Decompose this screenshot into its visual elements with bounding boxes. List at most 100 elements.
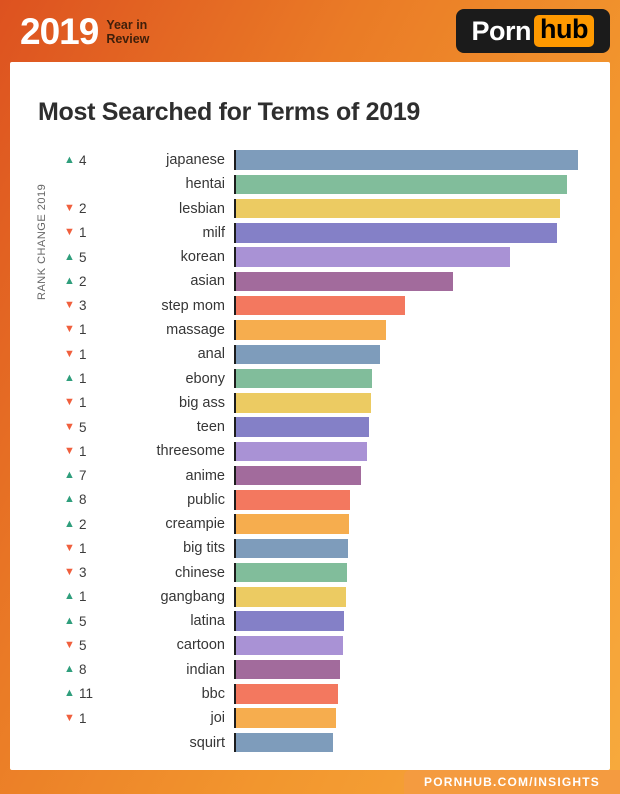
- term-label: bbc: [201, 685, 225, 702]
- rank-change-axis-label: RANK CHANGE 2019: [36, 183, 48, 300]
- term-bar: [236, 271, 453, 292]
- bar-track: [234, 441, 592, 462]
- chart-row: squirt: [64, 730, 592, 754]
- bar-track: [234, 684, 592, 704]
- chart-row: ▲ 8 public: [64, 488, 592, 512]
- chart-row: ▼ 3 chinese: [64, 561, 592, 585]
- rank-change-amount: 8: [79, 492, 87, 508]
- term-label: gangbang: [160, 588, 225, 605]
- rank-change-amount: 1: [79, 710, 87, 726]
- term-bar: [236, 732, 334, 753]
- term-bar: [236, 247, 511, 267]
- chart-row: ▼ 2 lesbian: [64, 197, 592, 221]
- rank-change-arrow-icon: ▲: [64, 153, 75, 166]
- chart-row: ▲ 4 japanese: [64, 148, 592, 172]
- term-bar: [236, 295, 406, 316]
- chart-row: ▲ 8 indian: [64, 658, 592, 682]
- rank-change: ▲ 8: [64, 662, 108, 677]
- rank-change-amount: 5: [79, 249, 87, 265]
- term-bar: [236, 587, 346, 607]
- rank-change: ▼ 1: [64, 347, 108, 362]
- chart-row: ▲ 1 gangbang: [64, 585, 592, 609]
- bar-track: [234, 708, 592, 728]
- bar-track: [234, 538, 592, 559]
- year-in-review-block: 2019 Year in Review: [20, 13, 149, 50]
- term-bar: [236, 393, 372, 413]
- term-label: hentai: [185, 176, 225, 193]
- rank-change-arrow-icon: ▼: [64, 299, 75, 312]
- term-bar: [236, 368, 373, 389]
- rank-change-arrow-icon: ▼: [64, 323, 75, 336]
- chart-row: hentai: [64, 172, 592, 196]
- rank-change: ▲ 5: [64, 250, 108, 265]
- term-label: teen: [196, 419, 225, 436]
- rank-change-arrow-icon: ▼: [64, 711, 75, 724]
- page-title: Most Searched for Terms of 2019: [38, 98, 421, 126]
- rank-change: ▼ 5: [64, 420, 108, 435]
- bar-track: [234, 393, 592, 413]
- chart-row: ▲ 5 latina: [64, 609, 592, 633]
- rank-change-amount: 1: [79, 346, 87, 362]
- bar-track: [234, 368, 592, 389]
- term-label: lesbian: [179, 200, 225, 217]
- term-label: massage: [166, 321, 225, 338]
- term-label: ebony: [185, 370, 225, 387]
- rank-change-amount: 5: [79, 613, 87, 629]
- chart-row: ▼ 1 joi: [64, 706, 592, 730]
- chart-row: ▲ 5 korean: [64, 245, 592, 269]
- chart-row: ▲ 2 creampie: [64, 512, 592, 536]
- rank-change-amount: 1: [79, 540, 87, 556]
- bar-track: [234, 198, 592, 219]
- term-label: milf: [202, 224, 225, 241]
- rank-change-arrow-icon: ▲: [64, 250, 75, 263]
- rank-change: ▼ 1: [64, 444, 108, 459]
- rank-change-amount: 2: [79, 516, 87, 532]
- chart-row: ▲ 1 ebony: [64, 366, 592, 390]
- rank-change: ▲ 8: [64, 492, 108, 507]
- term-bar: [236, 198, 560, 219]
- rank-change-amount: 2: [79, 201, 87, 217]
- term-label: chinese: [175, 564, 225, 581]
- chart-row: ▼ 3 step mom: [64, 294, 592, 318]
- rank-change-amount: 2: [79, 273, 87, 289]
- term-bar: [236, 174, 568, 195]
- term-label: big tits: [183, 540, 225, 557]
- rank-change-arrow-icon: ▲: [64, 687, 75, 700]
- rank-change-arrow-icon: ▲: [64, 469, 75, 482]
- rank-change-arrow-icon: ▼: [64, 226, 75, 239]
- term-bar: [236, 538, 348, 559]
- bar-track: [234, 417, 592, 437]
- rank-change-arrow-icon: ▼: [64, 638, 75, 651]
- pornhub-logo: Porn hub: [455, 9, 610, 53]
- rank-change: ▲ 2: [64, 517, 108, 532]
- bar-track: [234, 732, 592, 753]
- term-label: cartoon: [176, 637, 225, 654]
- term-label: creampie: [165, 516, 225, 533]
- bar-track: [234, 223, 592, 243]
- term-label: big ass: [179, 394, 225, 411]
- term-label: japanese: [166, 152, 225, 169]
- term-label: threesome: [156, 443, 225, 460]
- chart-row: ▼ 1 milf: [64, 221, 592, 245]
- term-bar: [236, 635, 344, 656]
- bar-track: [234, 490, 592, 510]
- term-label: latina: [190, 613, 225, 630]
- chart-rows: ▲ 4 japanese hentai ▼ 2 lesbian ▼ 1: [64, 148, 592, 755]
- rank-change: ▼ 3: [64, 565, 108, 580]
- term-label: anal: [197, 346, 225, 363]
- rank-change-arrow-icon: ▲: [64, 590, 75, 603]
- rank-change: ▲ 2: [64, 274, 108, 289]
- rank-change-amount: 7: [79, 468, 87, 484]
- bar-track: [234, 465, 592, 486]
- chart-row: ▼ 5 teen: [64, 415, 592, 439]
- rank-change: ▼ 1: [64, 322, 108, 337]
- rank-change: ▼ 3: [64, 298, 108, 313]
- rank-change-arrow-icon: ▲: [64, 663, 75, 676]
- rank-change: ▲ 4: [64, 153, 108, 168]
- bar-track: [234, 174, 592, 195]
- rank-change-arrow-icon: ▲: [64, 493, 75, 506]
- rank-change: ▲ 5: [64, 614, 108, 629]
- chart-row: ▼ 1 threesome: [64, 439, 592, 463]
- rank-change-arrow-icon: ▲: [64, 274, 75, 287]
- year-text: 2019: [20, 10, 99, 52]
